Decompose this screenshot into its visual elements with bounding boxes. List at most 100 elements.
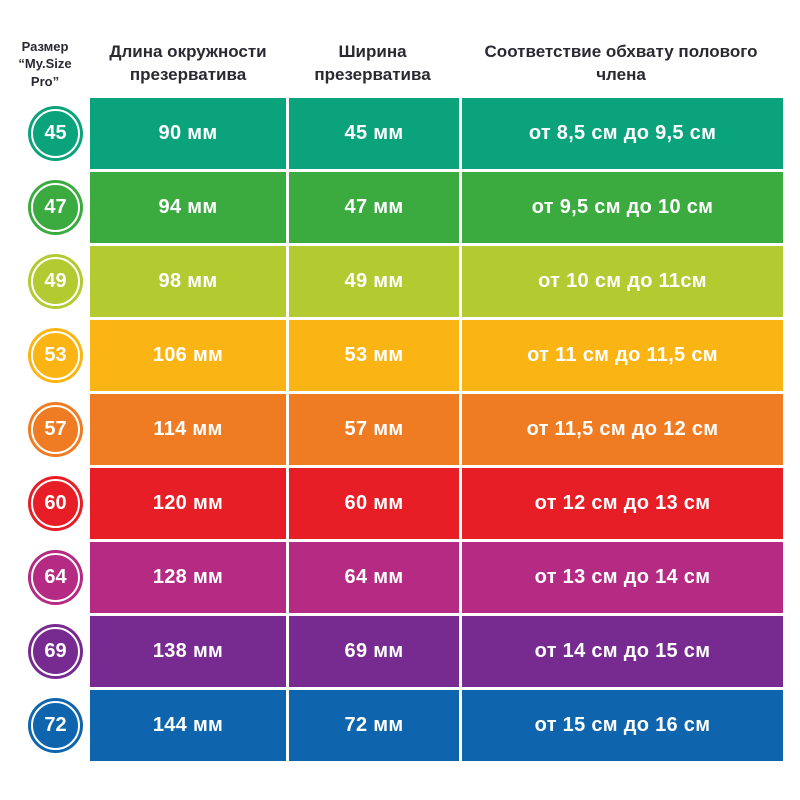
- width-value: 60 мм: [344, 492, 404, 514]
- girth-value: от 12 см до 13 см: [534, 492, 711, 514]
- table-header: Размер “My.Size Pro” Длина окружности пр…: [0, 30, 783, 98]
- circumference-cell: 120 мм: [90, 468, 286, 539]
- circumference-cell: 138 мм: [90, 616, 286, 687]
- girth-value: от 13 см до 14 см: [534, 566, 711, 588]
- width-cell: 72 мм: [286, 690, 459, 761]
- table-row: 47 94 мм 47 мм от 9,5 см до 10 см: [0, 172, 783, 243]
- width-cell: 45 мм: [286, 98, 459, 169]
- width-value: 45 мм: [344, 122, 404, 144]
- width-value: 64 мм: [344, 566, 404, 588]
- table-body: 45 90 мм 45 мм от 8,5 см до 9,5 см 47 94…: [0, 98, 783, 761]
- header-size-column: Размер “My.Size Pro”: [0, 38, 90, 91]
- circumference-value: 120 мм: [152, 492, 224, 514]
- girth-cell: от 12 см до 13 см: [459, 468, 783, 539]
- size-cell: 45: [0, 98, 90, 169]
- size-badge: 53: [28, 328, 83, 383]
- girth-value: от 11 см до 11,5 см: [527, 344, 718, 366]
- circumference-value: 98 мм: [158, 270, 218, 292]
- size-number: 57: [44, 418, 67, 440]
- width-cell: 60 мм: [286, 468, 459, 539]
- width-cell: 47 мм: [286, 172, 459, 243]
- girth-cell: от 14 см до 15 см: [459, 616, 783, 687]
- girth-cell: от 8,5 см до 9,5 см: [459, 98, 783, 169]
- width-value: 72 мм: [344, 714, 404, 736]
- girth-cell: от 10 см до 11см: [459, 246, 783, 317]
- header-size-line2: “My.Size: [18, 56, 72, 72]
- girth-value: от 15 см до 16 см: [534, 714, 711, 736]
- circumference-cell: 114 мм: [90, 394, 286, 465]
- girth-cell: от 13 см до 14 см: [459, 542, 783, 613]
- size-badge: 47: [28, 180, 83, 235]
- size-cell: 64: [0, 542, 90, 613]
- size-cell: 53: [0, 320, 90, 391]
- table-row: 53 106 мм 53 мм от 11 см до 11,5 см: [0, 320, 783, 391]
- width-cell: 53 мм: [286, 320, 459, 391]
- width-value: 53 мм: [344, 344, 404, 366]
- table-row: 60 120 мм 60 мм от 12 см до 13 см: [0, 468, 783, 539]
- header-girth-column: Соответствие обхвату полового члена: [484, 42, 758, 84]
- girth-cell: от 9,5 см до 10 см: [459, 172, 783, 243]
- size-badge: 60: [28, 476, 83, 531]
- size-number: 49: [44, 270, 67, 292]
- circumference-value: 90 мм: [158, 122, 218, 144]
- size-cell: 72: [0, 690, 90, 761]
- girth-value: от 9,5 см до 10 см: [531, 196, 714, 218]
- width-value: 57 мм: [344, 418, 404, 440]
- circumference-value: 106 мм: [152, 344, 224, 366]
- circumference-cell: 98 мм: [90, 246, 286, 317]
- width-cell: 69 мм: [286, 616, 459, 687]
- girth-value: от 8,5 см до 9,5 см: [528, 122, 717, 144]
- header-size-line1: Размер: [21, 38, 69, 54]
- table-row: 45 90 мм 45 мм от 8,5 см до 9,5 см: [0, 98, 783, 169]
- size-cell: 49: [0, 246, 90, 317]
- circumference-value: 138 мм: [152, 640, 224, 662]
- circumference-cell: 94 мм: [90, 172, 286, 243]
- size-cell: 69: [0, 616, 90, 687]
- size-badge: 45: [28, 106, 83, 161]
- header-size-line3: Pro”: [30, 73, 60, 89]
- width-value: 49 мм: [344, 270, 404, 292]
- size-number: 60: [44, 492, 67, 514]
- width-value: 47 мм: [344, 196, 404, 218]
- size-number: 64: [44, 566, 67, 588]
- size-number: 47: [44, 196, 67, 218]
- size-number: 69: [44, 640, 67, 662]
- girth-cell: от 11,5 см до 12 см: [459, 394, 783, 465]
- circumference-cell: 128 мм: [90, 542, 286, 613]
- circumference-value: 114 мм: [153, 418, 223, 440]
- size-cell: 57: [0, 394, 90, 465]
- header-width-column: Ширина презерватива: [314, 42, 431, 84]
- girth-value: от 10 см до 11см: [538, 270, 707, 292]
- table-row: 64 128 мм 64 мм от 13 см до 14 см: [0, 542, 783, 613]
- circumference-cell: 106 мм: [90, 320, 286, 391]
- size-table: Размер “My.Size Pro” Длина окружности пр…: [0, 30, 783, 764]
- header-circumference-column: Длина окружности презерватива: [109, 42, 267, 84]
- table-row: 57 114 мм 57 мм от 11,5 см до 12 см: [0, 394, 783, 465]
- size-badge: 49: [28, 254, 83, 309]
- size-number: 53: [44, 344, 67, 366]
- size-badge: 57: [28, 402, 83, 457]
- circumference-cell: 144 мм: [90, 690, 286, 761]
- size-badge: 72: [28, 698, 83, 753]
- width-cell: 57 мм: [286, 394, 459, 465]
- size-badge: 69: [28, 624, 83, 679]
- size-number: 72: [44, 714, 67, 736]
- circumference-value: 94 мм: [158, 196, 218, 218]
- girth-cell: от 15 см до 16 см: [459, 690, 783, 761]
- girth-value: от 14 см до 15 см: [534, 640, 711, 662]
- table-row: 69 138 мм 69 мм от 14 см до 15 см: [0, 616, 783, 687]
- width-cell: 64 мм: [286, 542, 459, 613]
- circumference-value: 144 мм: [152, 714, 224, 736]
- size-cell: 60: [0, 468, 90, 539]
- table-row: 49 98 мм 49 мм от 10 см до 11см: [0, 246, 783, 317]
- circumference-cell: 90 мм: [90, 98, 286, 169]
- circumference-value: 128 мм: [152, 566, 224, 588]
- width-value: 69 мм: [344, 640, 404, 662]
- size-number: 45: [44, 122, 67, 144]
- girth-value: от 11,5 см до 12 см: [526, 418, 719, 440]
- width-cell: 49 мм: [286, 246, 459, 317]
- table-row: 72 144 мм 72 мм от 15 см до 16 см: [0, 690, 783, 761]
- size-badge: 64: [28, 550, 83, 605]
- size-cell: 47: [0, 172, 90, 243]
